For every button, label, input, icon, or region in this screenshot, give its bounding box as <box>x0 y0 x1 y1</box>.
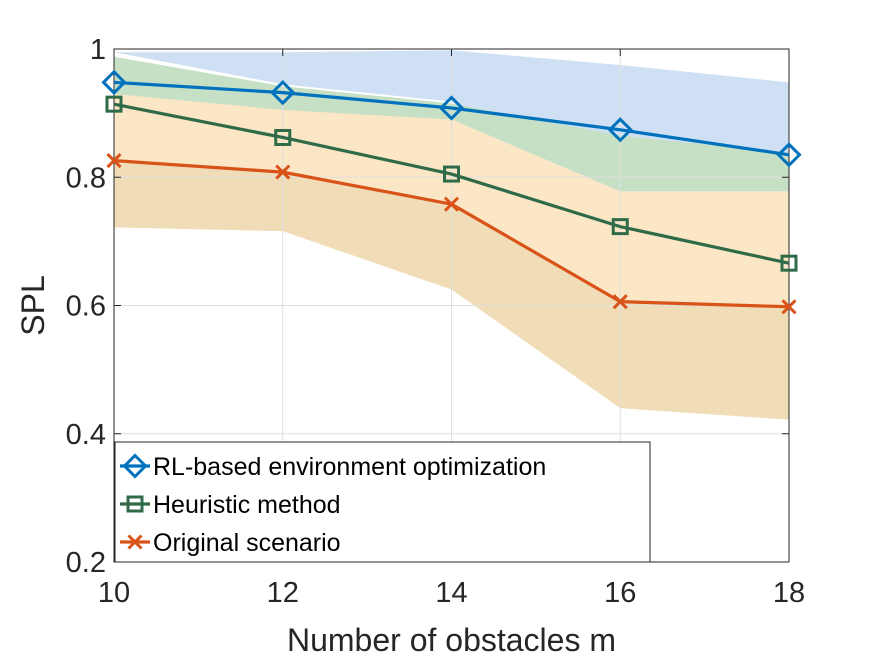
data-point <box>607 117 633 143</box>
legend-entry: Original scenario <box>153 529 341 557</box>
data-point <box>106 153 122 169</box>
series-line-1 <box>113 102 790 265</box>
data-point <box>275 164 291 180</box>
y-axis-title: SPL <box>15 275 51 335</box>
axis-ticks: 10 12 14 16 18 0.2 0.4 0.6 0.8 1 <box>66 34 805 609</box>
x-tick-label: 10 <box>98 577 130 609</box>
legend: RL-based environment optimization Heurist… <box>114 441 651 563</box>
data-point <box>612 294 628 310</box>
legend-box <box>114 441 651 563</box>
data-point <box>105 95 123 113</box>
series-lines <box>101 69 802 315</box>
legend-entry: RL-based environment optimization <box>153 453 546 481</box>
x-axis-title: Number of obstacles m <box>287 622 616 658</box>
legend-marker-icon <box>127 534 143 550</box>
x-tick-label: 18 <box>773 577 805 609</box>
y-tick-label: 0.4 <box>66 419 106 451</box>
y-tick-label: 1 <box>90 34 106 66</box>
series-line-0 <box>113 80 790 157</box>
data-point <box>438 95 465 121</box>
x-tick-label: 14 <box>435 577 467 609</box>
data-point <box>780 254 798 272</box>
x-tick-label: 12 <box>267 577 299 609</box>
y-tick-label: 0.2 <box>66 547 106 579</box>
data-point <box>270 79 296 106</box>
data-point <box>781 299 797 315</box>
y-tick-label: 0.8 <box>66 162 106 194</box>
data-point <box>443 165 460 183</box>
data-point <box>776 142 802 168</box>
legend-marker-icon <box>126 495 144 513</box>
data-point <box>101 69 127 95</box>
data-point <box>611 218 629 236</box>
legend-entry: Heuristic method <box>153 491 341 519</box>
data-point <box>443 196 460 212</box>
data-point <box>274 128 292 146</box>
y-tick-label: 0.6 <box>66 291 106 323</box>
x-tick-label: 16 <box>604 577 636 609</box>
legend-marker-icon <box>122 453 148 479</box>
